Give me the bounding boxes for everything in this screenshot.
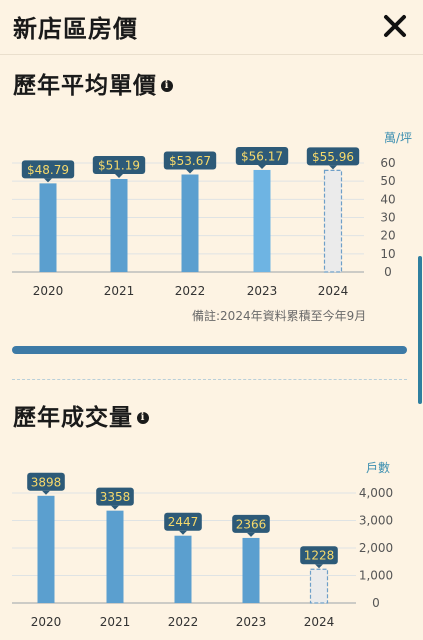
unit-price-ytick-label: 0 [384,265,392,279]
volume-xtick-label: 2021 [100,615,131,629]
svg-text:$48.79: $48.79 [27,163,69,177]
close-icon[interactable] [382,13,408,39]
unit-price-bar-2021[interactable] [110,179,128,272]
unit-price-data-label-2024: $55.96 [306,147,360,170]
svg-text:2447: 2447 [168,515,199,529]
volume-data-label-2022: 2447 [164,512,202,535]
svg-text:2366: 2366 [236,517,267,531]
section-divider [12,379,407,380]
unit-price-title: 歷年平均單價 [13,73,157,99]
volume-bar-2020[interactable] [37,495,55,603]
unit-price-data-label-2023: $56.17 [235,146,289,169]
unit-price-data-label-2022: $53.67 [163,151,217,174]
unit-price-xtick-label: 2022 [175,284,206,298]
volume-data-label-2024: 1228 [300,546,338,569]
volume-xtick-label: 2022 [168,615,199,629]
unit-price-bar-2024[interactable] [323,169,343,273]
data-note: 備註:2024年資料累積至今年9月 [192,309,367,323]
unit-price-ytick-label: 20 [380,229,395,243]
unit-price-ytick-label: 50 [380,174,395,188]
volume-title: 歷年成交量 [13,405,133,431]
unit-price-bar-2022[interactable] [181,174,199,272]
svg-text:3898: 3898 [31,475,62,489]
svg-text:$51.19: $51.19 [98,159,140,173]
svg-text:3358: 3358 [100,490,131,504]
unit-price-ytick-label: 60 [380,156,395,170]
page-header: 新店區房價 [0,0,423,55]
unit-price-bar-2020[interactable] [39,183,57,272]
unit-price-ytick-label: 30 [380,211,395,225]
volume-ytick-label: 0 [372,596,380,610]
unit-price-chart: 萬/坪 0 10 20 30 40 50 60 $48.79 2020 $51.19 2021 $53.… [12,131,412,298]
unit-price-ytick-label: 10 [380,247,395,261]
volume-ytick-label: 1,000 [359,569,393,583]
unit-price-ytick-label: 40 [380,192,395,206]
volume-ytick-label: 4,000 [359,486,393,500]
volume-chart: 戶數 0 1,000 2,000 3,000 4,000 3898 2020 3358 2021 2… [12,461,393,629]
volume-xtick-label: 2023 [236,615,267,629]
svg-text:$56.17: $56.17 [241,149,283,163]
volume-xtick-label: 2020 [31,615,62,629]
volume-data-label-2021: 3358 [96,487,134,510]
volume-bar-2022[interactable] [174,535,192,603]
scrollbar-thumb[interactable] [418,256,422,404]
info-icon[interactable]: i [137,412,149,424]
unit-price-unit-label: 萬/坪 [384,131,412,145]
volume-unit-label: 戶數 [366,461,390,475]
volume-bar-2024[interactable] [309,568,329,604]
volume-data-label-2020: 3898 [27,472,65,495]
scroll-progress-bar [12,346,407,354]
svg-text:$55.96: $55.96 [312,150,354,164]
unit-price-xtick-label: 2024 [318,284,349,298]
volume-ytick-label: 3,000 [359,514,393,528]
unit-price-xtick-label: 2023 [247,284,278,298]
unit-price-xtick-label: 2021 [104,284,135,298]
svg-text:$53.67: $53.67 [169,154,211,168]
volume-xtick-label: 2024 [304,615,335,629]
page-title: 新店區房價 [13,15,138,43]
info-icon[interactable]: i [161,80,173,92]
volume-bar-2023[interactable] [242,537,260,603]
volume-ytick-label: 2,000 [359,541,393,555]
unit-price-xtick-label: 2020 [33,284,64,298]
unit-price-section-title: 歷年平均單價 i [13,66,173,100]
volume-data-label-2023: 2366 [232,514,270,537]
volume-bar-2021[interactable] [106,510,124,603]
unit-price-bar-2023[interactable] [253,169,271,272]
unit-price-data-label-2020: $48.79 [21,160,75,183]
unit-price-data-label-2021: $51.19 [92,156,146,179]
svg-text:1228: 1228 [304,549,335,563]
volume-section-title: 歷年成交量 i [13,398,149,432]
